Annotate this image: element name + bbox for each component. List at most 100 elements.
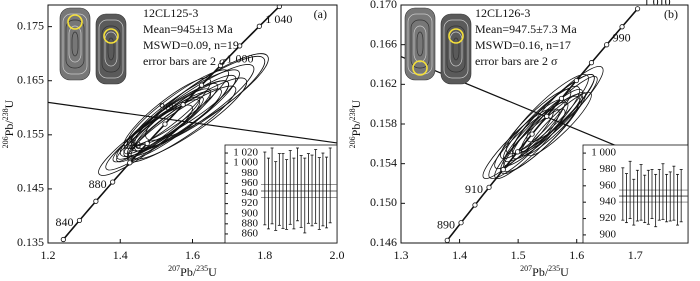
error-ellipse bbox=[105, 99, 201, 171]
error-ellipse bbox=[503, 85, 581, 163]
x-tick-label: 1.3 bbox=[394, 248, 409, 262]
zircon-zoning bbox=[98, 19, 124, 79]
concordia-marker bbox=[127, 160, 133, 166]
error-ellipse bbox=[116, 96, 204, 163]
x-axis-label-part: 235 bbox=[196, 264, 208, 273]
error-ellipse bbox=[127, 80, 230, 157]
panel: 840 880 920 960 1 000 1 040 12CL125-3 Mean=945±… bbox=[1, 4, 345, 279]
y-axis-label-part: U bbox=[2, 99, 16, 108]
panel-label: (b) bbox=[664, 7, 678, 21]
x-tick-label: 1.6 bbox=[185, 248, 200, 262]
zircon-image bbox=[59, 7, 91, 81]
x-axis-label-part: U bbox=[560, 265, 569, 279]
discordia-line bbox=[401, 56, 624, 150]
concordia-marker bbox=[444, 237, 450, 243]
x-tick-label: 1.2 bbox=[41, 248, 56, 262]
zircon-zoning bbox=[449, 31, 463, 67]
y-axis-label-part: U bbox=[349, 99, 363, 108]
zircon-zoning bbox=[104, 31, 118, 67]
age-label: 920 bbox=[123, 138, 141, 152]
y-tick-label: 0.166 bbox=[370, 36, 397, 50]
annotation: error bars are 2 σ bbox=[475, 54, 558, 68]
inset-tick-label: 980 bbox=[600, 163, 617, 175]
zircon-image bbox=[404, 7, 436, 81]
age-label: 840 bbox=[55, 215, 73, 229]
y-axis-label-part: 206 bbox=[348, 136, 357, 148]
concordia-marker bbox=[500, 167, 506, 173]
zircon-image bbox=[440, 13, 472, 85]
zircon-zoning bbox=[452, 37, 460, 61]
age-label: 1 040 bbox=[265, 12, 292, 26]
concordia-marker bbox=[110, 179, 116, 185]
inset-tick-label: 900 bbox=[242, 207, 259, 219]
spot bbox=[448, 28, 464, 44]
concordia-marker bbox=[76, 217, 83, 224]
x-tick-label: 1.6 bbox=[569, 248, 584, 262]
concordia-marker bbox=[144, 140, 150, 147]
concordia-marker bbox=[604, 42, 610, 48]
error-ellipse bbox=[526, 91, 592, 157]
y-tick-label: 0.162 bbox=[370, 76, 397, 90]
concordia-marker bbox=[93, 198, 99, 204]
zircon-zoning bbox=[71, 31, 79, 57]
x-tick-label: 1.4 bbox=[452, 248, 467, 262]
concordia-marker bbox=[588, 60, 595, 66]
age-label: 960 bbox=[159, 99, 177, 113]
zircon-zoning bbox=[65, 19, 85, 69]
concordia-marker bbox=[256, 23, 262, 29]
age-label: 990 bbox=[613, 30, 631, 44]
error-ellipse bbox=[506, 74, 589, 155]
spot bbox=[103, 28, 119, 44]
concordia-marker bbox=[180, 102, 186, 108]
concordia-marker bbox=[458, 220, 464, 226]
x-tick-label: 1.4 bbox=[113, 248, 128, 262]
age-label: 910 bbox=[465, 182, 483, 196]
annotation: error bars are 2 σ bbox=[143, 54, 226, 68]
age-label: 890 bbox=[437, 217, 455, 231]
y-tick-label: 0.175 bbox=[17, 18, 44, 32]
concordia-marker bbox=[514, 149, 521, 155]
inset-tick-label: 1 000 bbox=[591, 147, 616, 159]
concordia-marker bbox=[529, 131, 535, 137]
concordia-marker bbox=[634, 6, 641, 12]
zircon-image bbox=[95, 13, 127, 85]
error-ellipse bbox=[520, 76, 598, 153]
y-axis-label: 206Pb/238U bbox=[1, 99, 16, 148]
x-axis-label-part: 207 bbox=[520, 264, 532, 273]
concordia-marker bbox=[486, 184, 492, 190]
plot-area bbox=[401, 6, 641, 243]
x-axis-label-part: 235 bbox=[548, 264, 560, 273]
inset-tick-label: 1 000 bbox=[233, 157, 258, 169]
inset-tick-label: 900 bbox=[600, 228, 617, 240]
x-axis-label-part: Pb/ bbox=[180, 265, 197, 279]
inset-tick-label: 960 bbox=[600, 179, 617, 191]
concordia-marker bbox=[573, 77, 579, 84]
concordia-marker bbox=[558, 95, 565, 102]
spot bbox=[412, 60, 428, 76]
x-tick-label: 1.5 bbox=[511, 248, 526, 262]
y-tick-label: 0.135 bbox=[17, 235, 44, 249]
spot bbox=[67, 14, 83, 30]
inset-tick-label: 920 bbox=[242, 197, 259, 209]
inset-tick-label: 980 bbox=[242, 167, 259, 179]
zircon-zoning bbox=[107, 37, 115, 61]
inset-tick-label: 960 bbox=[242, 177, 259, 189]
y-tick-label: 0.155 bbox=[17, 127, 44, 141]
discordia-line bbox=[48, 101, 337, 144]
inset-tick-label: 880 bbox=[242, 217, 259, 229]
concordia-marker bbox=[198, 82, 205, 88]
y-axis-label-part: Pb/ bbox=[349, 120, 363, 137]
x-tick-label: 1.8 bbox=[257, 248, 272, 262]
y-tick-label: 0.158 bbox=[370, 116, 397, 130]
error-ellipse bbox=[494, 108, 566, 179]
zircon-zoning bbox=[62, 13, 88, 75]
y-tick-label: 0.165 bbox=[17, 72, 44, 86]
plot-area bbox=[48, 5, 337, 243]
zircon-zoning bbox=[446, 25, 466, 73]
y-tick-label: 0.154 bbox=[370, 155, 397, 169]
age-label: 1 010 bbox=[644, 0, 671, 9]
x-axis-label-part: U bbox=[208, 265, 217, 279]
inset-tick-label: 860 bbox=[242, 227, 259, 239]
concordia-marker bbox=[544, 113, 550, 119]
